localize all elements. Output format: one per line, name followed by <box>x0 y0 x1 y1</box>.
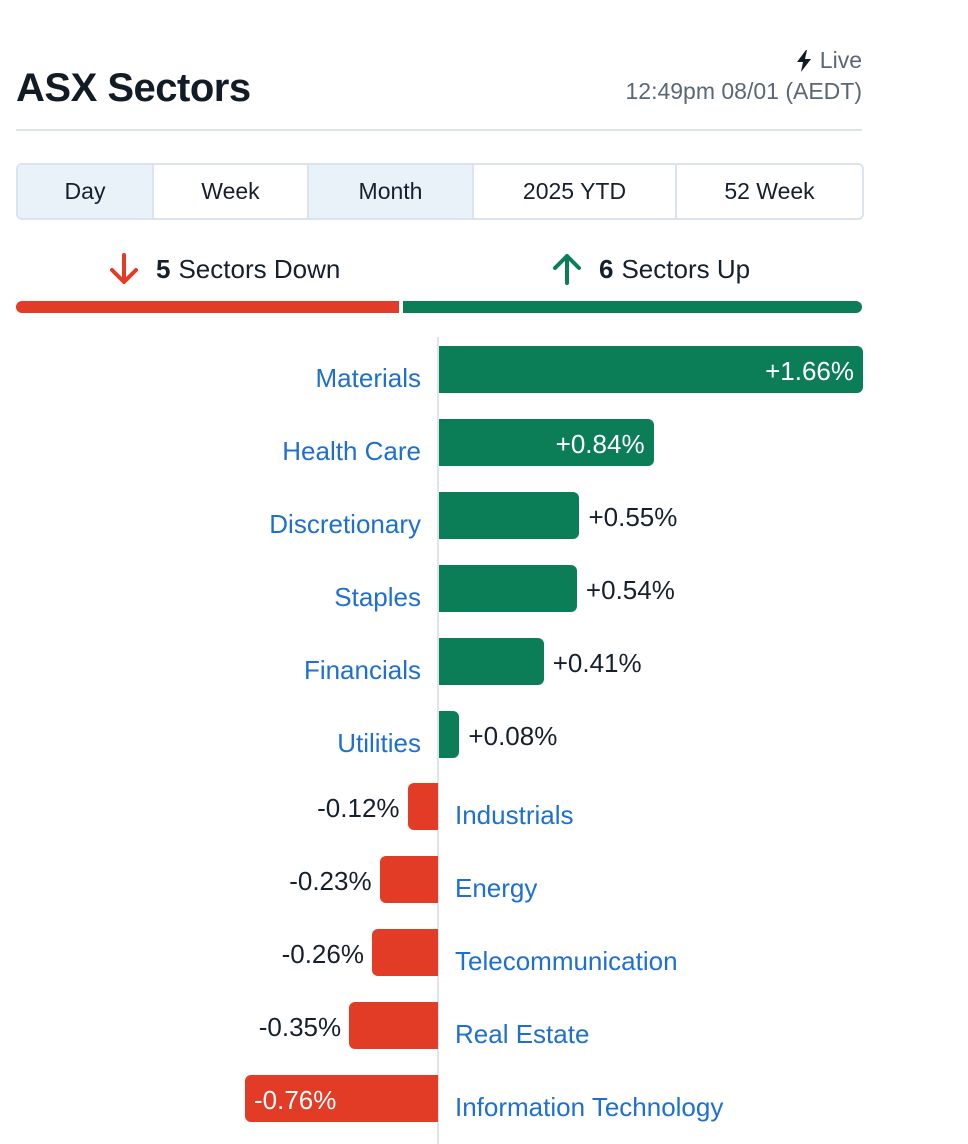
sector-label-staples[interactable]: Staples <box>334 581 421 612</box>
sector-label-discretionary[interactable]: Discretionary <box>269 508 421 539</box>
arrow-up-icon <box>553 254 581 285</box>
header-divider <box>16 129 862 131</box>
sectors-up-count: 6 <box>599 253 614 284</box>
sectors-up-summary: 6 Sectors Up <box>551 252 750 286</box>
sector-label-materials[interactable]: Materials <box>315 363 421 393</box>
arrow-down-icon <box>110 253 138 284</box>
sector-bar-information-technology <box>245 1075 438 1122</box>
sector-value-industrials: -0.12% <box>317 793 400 824</box>
sectors-down-label: Sectors Down <box>178 253 341 284</box>
sectors-down-count: 5 <box>156 253 171 284</box>
tab-52-week[interactable]: 52 Week <box>677 165 862 218</box>
sector-value-real-estate: -0.35% <box>258 1012 342 1043</box>
chart-zero-axis <box>437 337 439 1144</box>
sector-bar-health-care <box>439 418 654 466</box>
live-indicator: Live <box>796 47 862 74</box>
tab-month[interactable]: Month <box>309 165 474 218</box>
sectors-down-summary: 5 Sectors Down <box>108 252 340 286</box>
sector-value-utilities: +0.08% <box>468 720 558 751</box>
sectors-down-bar <box>16 301 399 313</box>
sector-value-materials: +1.66% <box>765 356 854 386</box>
sector-bar-discretionary <box>439 491 580 539</box>
sector-value-financials: +0.41% <box>552 647 642 678</box>
sector-label-utilities[interactable]: Utilities <box>337 727 421 758</box>
lightning-icon <box>796 49 811 72</box>
sector-bar-staples <box>439 564 577 612</box>
tab-2025-ytd[interactable]: 2025 YTD <box>474 165 677 218</box>
sector-value-staples: +0.54% <box>585 574 675 605</box>
sector-label-information-technology[interactable]: Information Technology <box>455 1092 724 1122</box>
sector-bar-energy <box>379 856 438 904</box>
sector-bar-materials <box>439 346 863 393</box>
sector-label-telecommunication[interactable]: Telecommunication <box>455 946 678 977</box>
sector-bar-industrials <box>407 783 438 831</box>
tab-week[interactable]: Week <box>154 165 309 218</box>
sector-bar-financials <box>439 637 544 685</box>
sector-bar-utilities <box>439 710 460 758</box>
sector-value-discretionary: +0.55% <box>588 501 678 532</box>
sector-label-health-care[interactable]: Health Care <box>282 435 421 466</box>
sector-label-real-estate[interactable]: Real Estate <box>455 1019 590 1050</box>
sector-value-health-care: +0.84% <box>555 428 645 459</box>
sectors-up-label: Sectors Up <box>621 253 751 284</box>
sectors-up-bar <box>403 301 862 313</box>
sector-bar-real-estate <box>349 1002 438 1050</box>
sector-value-information-technology: -0.76% <box>254 1085 337 1115</box>
sector-value-energy: -0.23% <box>289 866 372 897</box>
sector-label-energy[interactable]: Energy <box>455 873 538 904</box>
page-title: ASX Sectors <box>16 66 251 110</box>
timestamp: 12:49pm 08/01 (AEDT) <box>625 78 862 104</box>
sector-label-industrials[interactable]: Industrials <box>455 800 574 831</box>
period-tabs: Day Week Month 2025 YTD 52 Week <box>16 163 864 220</box>
sector-value-telecommunication: -0.26% <box>281 939 364 970</box>
sector-bar-telecommunication <box>371 929 438 977</box>
tab-day[interactable]: Day <box>18 165 154 218</box>
sector-label-financials[interactable]: Financials <box>303 654 421 685</box>
live-label: Live <box>819 47 862 73</box>
